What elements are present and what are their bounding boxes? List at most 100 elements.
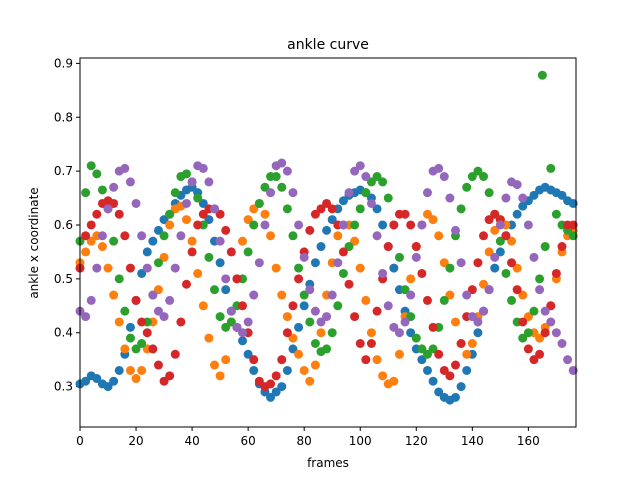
data-point xyxy=(288,231,298,241)
data-point xyxy=(92,169,102,179)
data-point xyxy=(490,263,500,273)
data-point xyxy=(187,247,197,257)
data-point xyxy=(355,263,365,273)
data-point xyxy=(103,204,113,214)
data-point xyxy=(305,225,315,235)
data-point xyxy=(333,231,343,241)
data-point xyxy=(153,360,163,370)
data-point xyxy=(103,382,113,392)
data-point xyxy=(215,209,225,219)
data-point xyxy=(445,263,455,273)
data-point xyxy=(92,263,102,273)
data-point xyxy=(322,225,332,235)
data-point xyxy=(350,236,360,246)
data-point xyxy=(165,371,175,381)
y-tick-label: 0.5 xyxy=(54,272,73,286)
data-point xyxy=(137,365,147,375)
data-point xyxy=(518,201,528,211)
data-point xyxy=(97,231,107,241)
data-point xyxy=(451,225,461,235)
data-point xyxy=(221,355,231,365)
data-point xyxy=(238,336,248,346)
data-point xyxy=(170,263,180,273)
data-point xyxy=(551,209,561,219)
data-point xyxy=(473,166,483,176)
data-point xyxy=(243,247,253,257)
y-tick-label: 0.3 xyxy=(54,380,73,394)
data-point xyxy=(563,355,573,365)
data-point xyxy=(142,247,152,257)
x-tick-label: 20 xyxy=(128,434,143,448)
data-point xyxy=(277,290,287,300)
data-point xyxy=(238,328,248,338)
data-point xyxy=(238,301,248,311)
data-point xyxy=(282,328,292,338)
data-point xyxy=(254,376,264,386)
data-point xyxy=(333,301,343,311)
data-point xyxy=(372,306,382,316)
data-point xyxy=(484,188,494,198)
data-point xyxy=(282,204,292,214)
x-tick-label: 160 xyxy=(517,434,540,448)
data-point xyxy=(344,188,354,198)
data-point xyxy=(490,225,500,235)
data-point xyxy=(484,247,494,257)
y-tick-label: 0.9 xyxy=(54,56,73,70)
data-point xyxy=(249,290,259,300)
data-point xyxy=(322,312,332,322)
data-point xyxy=(125,263,135,273)
data-point xyxy=(378,371,388,381)
data-point xyxy=(305,285,315,295)
data-point xyxy=(294,274,304,284)
data-point xyxy=(338,268,348,278)
data-point xyxy=(378,268,388,278)
data-point xyxy=(445,371,455,381)
data-point xyxy=(495,220,505,230)
data-point xyxy=(428,322,438,332)
data-point xyxy=(473,328,483,338)
data-point xyxy=(215,258,225,268)
data-point xyxy=(254,258,264,268)
data-point xyxy=(546,301,556,311)
data-point xyxy=(187,177,197,187)
data-point xyxy=(361,188,371,198)
data-point xyxy=(428,215,438,225)
data-point xyxy=(456,339,466,349)
data-point xyxy=(366,328,376,338)
data-point xyxy=(198,209,208,219)
y-axis-ticks: 0.3 0.4 0.5 0.6 0.7 0.8 0.9 xyxy=(54,56,80,394)
data-point xyxy=(422,365,432,375)
data-point xyxy=(344,279,354,289)
data-point xyxy=(131,295,141,305)
data-point xyxy=(114,317,124,327)
data-point xyxy=(159,252,169,262)
data-point xyxy=(215,371,225,381)
data-point xyxy=(81,188,91,198)
data-point xyxy=(92,374,102,384)
data-point xyxy=(372,355,382,365)
data-point xyxy=(92,209,102,219)
data-point xyxy=(114,274,124,284)
data-point xyxy=(159,376,169,386)
data-point xyxy=(434,387,444,397)
data-point xyxy=(557,242,567,252)
data-point xyxy=(210,360,220,370)
data-point xyxy=(109,290,119,300)
data-point xyxy=(266,231,276,241)
data-point xyxy=(288,301,298,311)
data-point xyxy=(97,242,107,252)
data-point xyxy=(406,312,416,322)
data-point xyxy=(277,182,287,192)
data-point xyxy=(406,328,416,338)
plot-frame xyxy=(79,57,577,428)
data-point xyxy=(327,290,337,300)
data-point xyxy=(299,252,309,262)
data-point xyxy=(537,70,547,80)
data-point xyxy=(411,252,421,262)
data-point xyxy=(310,360,320,370)
data-point xyxy=(389,322,399,332)
data-point xyxy=(439,295,449,305)
y-axis-label: ankle x coordinate xyxy=(27,187,41,298)
data-point xyxy=(355,339,365,349)
data-point xyxy=(495,247,505,257)
